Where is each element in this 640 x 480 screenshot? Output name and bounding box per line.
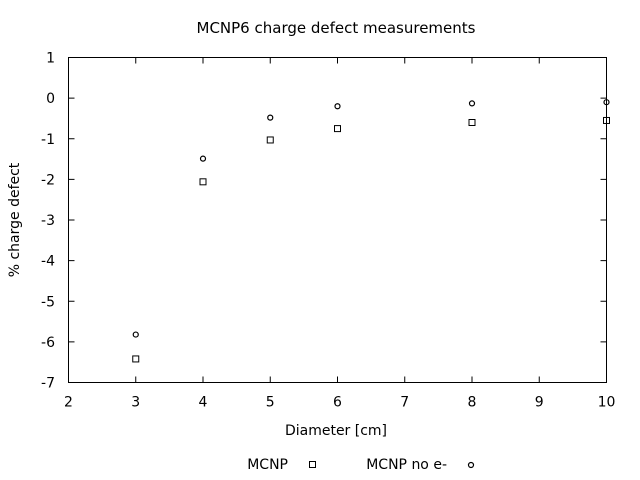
point-mcnp-no-e bbox=[199, 155, 207, 162]
point-mcnp-no-e bbox=[468, 100, 476, 107]
y-tick-label: -1 bbox=[41, 132, 55, 148]
point-mcnp bbox=[334, 125, 341, 133]
x-axis-label: Diameter [cm] bbox=[285, 423, 387, 439]
plot-frame bbox=[68, 57, 607, 383]
x-tick-label: 3 bbox=[131, 395, 140, 411]
x-tick-label: 2 bbox=[64, 395, 73, 411]
point-mcnp-no-e bbox=[334, 103, 341, 110]
legend-marker-square bbox=[309, 461, 316, 468]
x-tick-label: 6 bbox=[333, 395, 342, 411]
x-tick-label: 10 bbox=[598, 395, 616, 411]
y-tick-label: -5 bbox=[41, 294, 55, 310]
data-points bbox=[132, 99, 610, 363]
x-tick-label: 5 bbox=[266, 395, 275, 411]
x-tick-label: 8 bbox=[468, 395, 477, 411]
x-tick-label: 9 bbox=[535, 395, 544, 411]
point-mcnp bbox=[468, 119, 476, 126]
y-tick-label: 1 bbox=[46, 51, 55, 67]
chart-title: MCNP6 charge defect measurements bbox=[197, 19, 476, 37]
point-mcnp-no-e bbox=[603, 99, 610, 106]
point-mcnp bbox=[132, 355, 140, 363]
point-mcnp bbox=[266, 136, 274, 144]
y-tick-label: -3 bbox=[41, 213, 55, 229]
y-axis-label: % charge defect bbox=[7, 162, 23, 277]
tick-labels: 2 3 4 5 6 7 8 9 10 -7 -6 -5 -4 -3 -2 -1 0 1 bbox=[41, 51, 615, 411]
y-tick-label: -6 bbox=[41, 335, 55, 351]
x-tick-label: 7 bbox=[400, 395, 409, 411]
point-mcnp bbox=[603, 116, 610, 124]
x-tick-label: 4 bbox=[199, 395, 208, 411]
point-mcnp-no-e bbox=[267, 114, 274, 121]
point-mcnp bbox=[199, 178, 207, 186]
legend-label-mcnp-no-e: MCNP no e- bbox=[366, 457, 447, 473]
legend-label-mcnp: MCNP bbox=[247, 457, 288, 473]
y-tick-label: -2 bbox=[41, 172, 55, 188]
y-tick-label: -4 bbox=[41, 254, 55, 270]
point-mcnp-no-e bbox=[132, 331, 139, 338]
y-tick-label: 0 bbox=[46, 91, 55, 107]
legend: MCNP MCNP no e- bbox=[247, 457, 475, 473]
legend-marker-circle bbox=[467, 461, 475, 469]
y-tick-label: -7 bbox=[41, 376, 55, 392]
axis-ticks bbox=[68, 57, 607, 383]
